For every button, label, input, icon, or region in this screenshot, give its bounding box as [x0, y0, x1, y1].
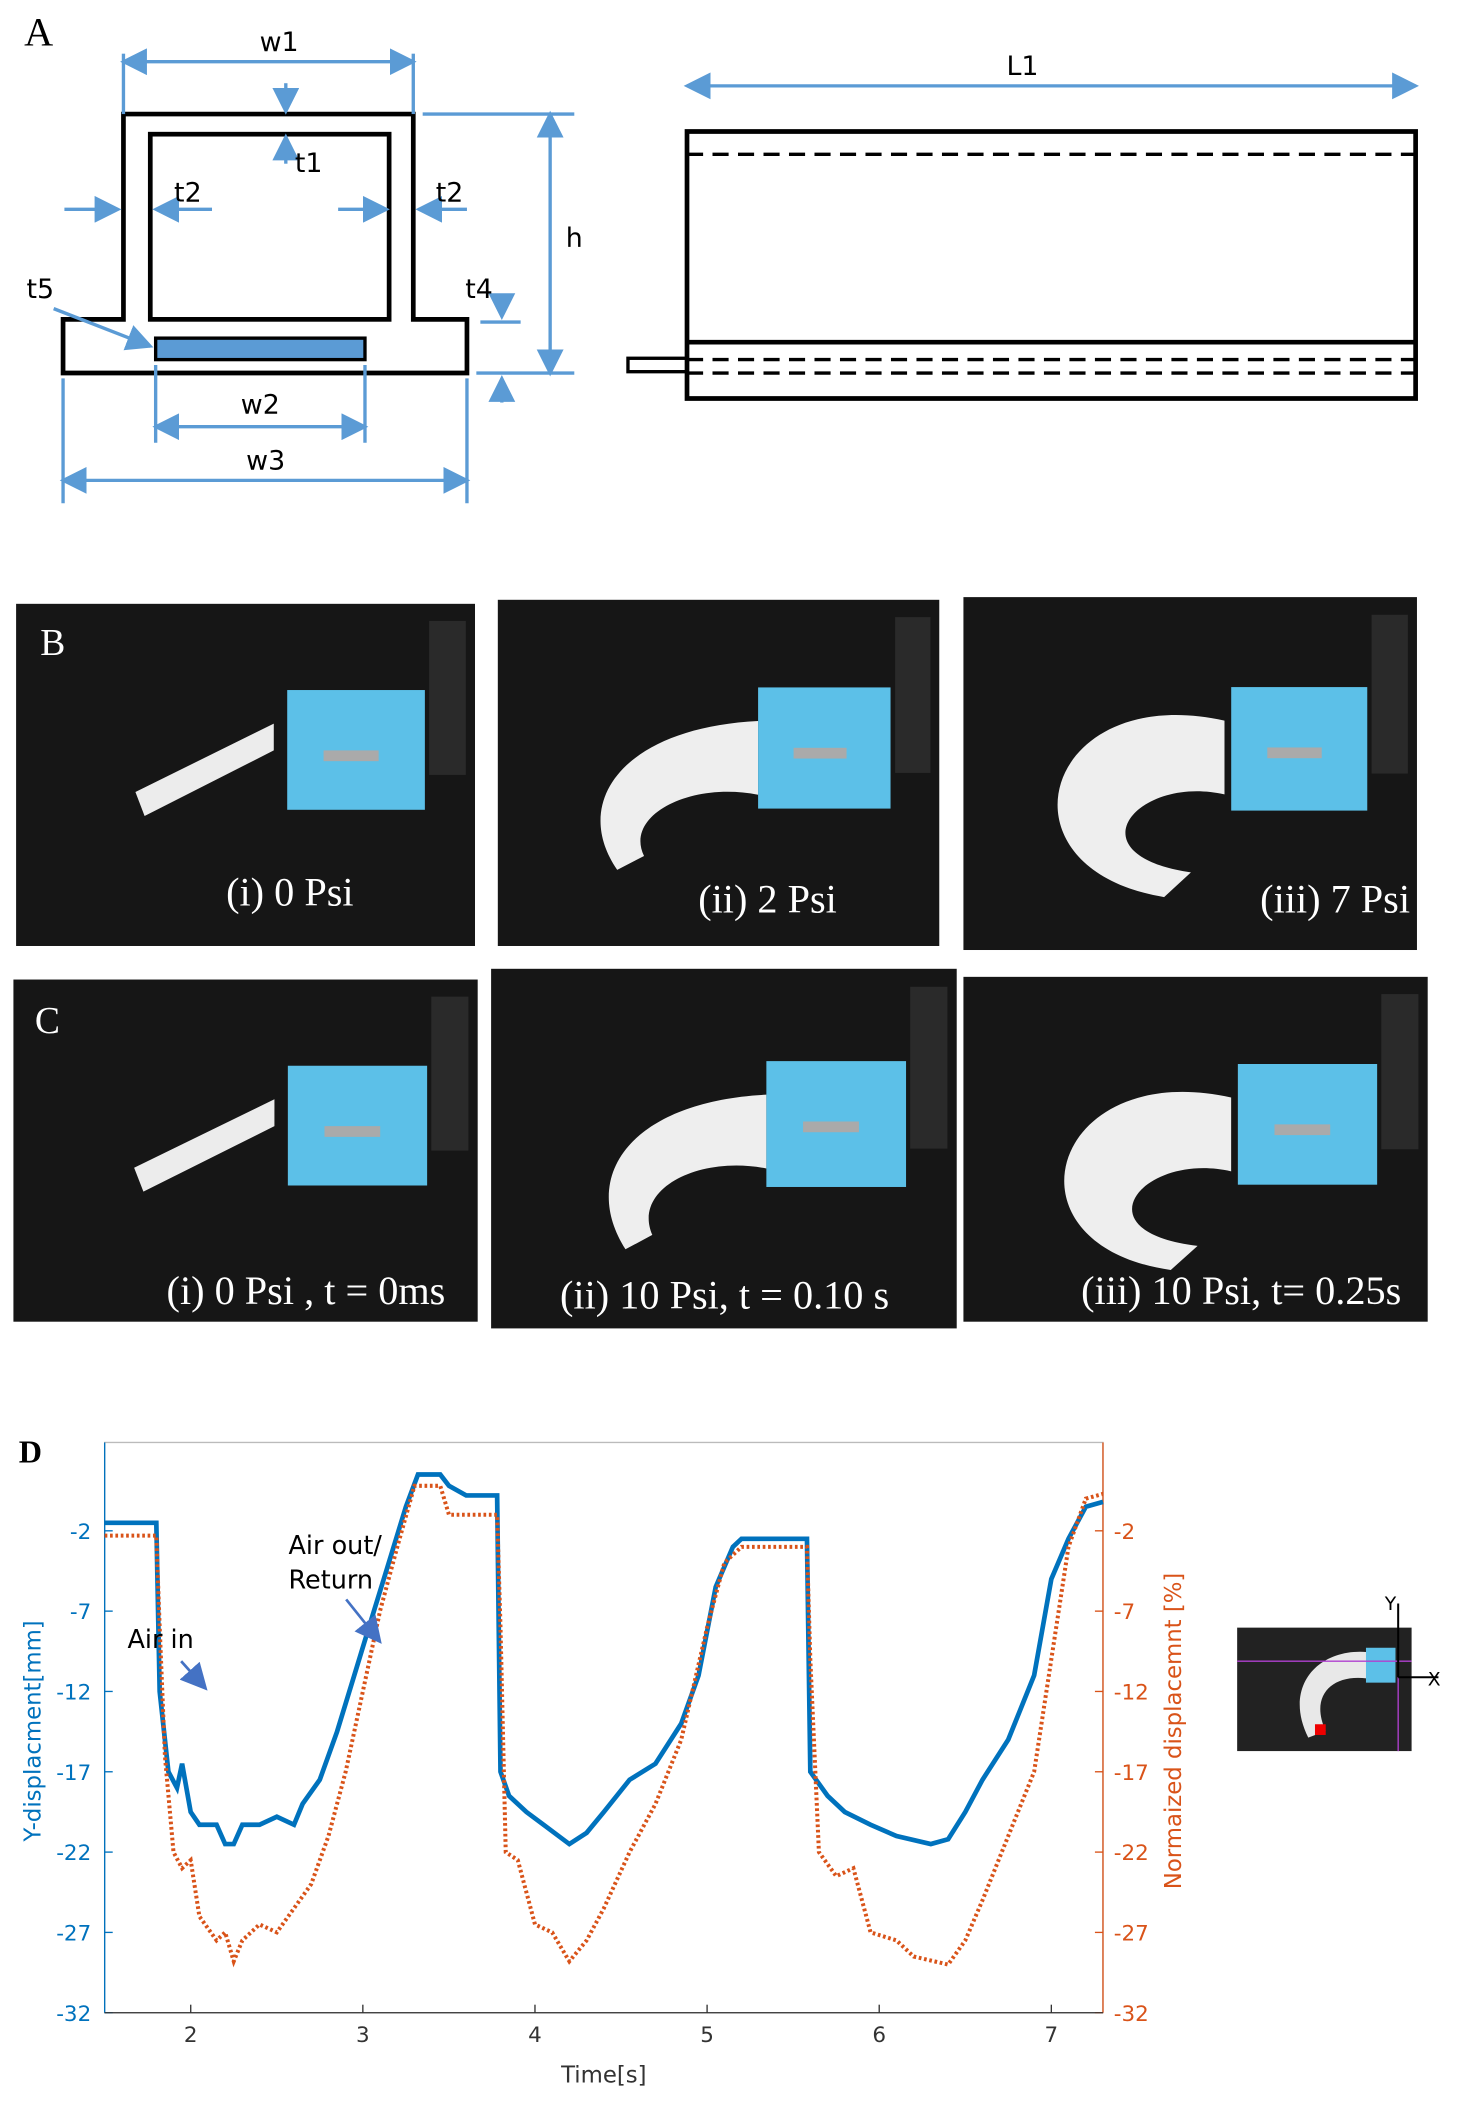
- x-tick-label: 5: [700, 2023, 714, 2048]
- y-tick-label: -27: [56, 1921, 91, 1946]
- x-tick-label: 6: [872, 2023, 886, 2048]
- y-tick-label: -32: [56, 2002, 91, 2027]
- dim-label: t5: [26, 274, 54, 305]
- mount: [429, 620, 466, 775]
- caption: (i) 0 Psi , t = 0ms: [167, 1268, 446, 1313]
- clamp-bolt: [803, 1121, 859, 1133]
- clamp: [287, 1065, 428, 1186]
- y-tick-label: -7: [70, 1600, 91, 1625]
- dimension-lines: [53, 48, 1419, 504]
- mount: [1381, 994, 1419, 1150]
- y2-tick-label: -2: [1114, 1520, 1135, 1545]
- actuator: [134, 1099, 275, 1192]
- actuator: [600, 720, 759, 870]
- panel-label: A: [24, 10, 53, 55]
- series-line: [104, 1483, 1104, 1968]
- dim-label: w1: [260, 27, 299, 58]
- series-line: [104, 1472, 1104, 1847]
- caption: (i) 0 Psi: [226, 870, 353, 915]
- side-view: [626, 129, 1423, 401]
- inset: [1237, 1603, 1439, 1752]
- clamp-bolt: [324, 1126, 381, 1137]
- actuator: [608, 1094, 767, 1250]
- plot: 2 3 4 5 6 7 -2 -7 -12 -17 -22 -27 -32 -2 -7 -12 -17 -22 -2…: [56, 1442, 1149, 2048]
- annotation-arrow: [179, 1660, 208, 1691]
- mount: [910, 986, 948, 1149]
- inset-axis-label: Y: [1384, 1594, 1397, 1615]
- dim-label: w2: [241, 389, 280, 420]
- mount: [431, 996, 469, 1151]
- y2-tick-label: -7: [1114, 1600, 1135, 1625]
- x-tick-label: 7: [1045, 2023, 1059, 2048]
- inset-axis-label: X: [1428, 1669, 1441, 1690]
- clamp-bolt: [323, 750, 379, 762]
- y-axis-label: Y-displacment[mm]: [20, 1620, 46, 1842]
- panel-label: B: [40, 623, 65, 664]
- annotation-arrow: [345, 1598, 382, 1644]
- dim-label: h: [566, 223, 583, 254]
- actuator: [135, 723, 274, 816]
- clamp-bolt: [1267, 747, 1322, 759]
- x-tick-label: 3: [356, 2023, 370, 2048]
- y2-axis-label: Normaized displacemnt [%]: [1161, 1573, 1187, 1890]
- x-axis-label: Time[s]: [560, 2063, 646, 2089]
- y2-tick-label: -22: [1114, 1841, 1149, 1866]
- y-tick-label: -12: [56, 1681, 91, 1706]
- dim-label: t1: [295, 148, 323, 179]
- plot-frame: [103, 1441, 1104, 2014]
- dim-label: t2: [436, 177, 464, 208]
- annotation: Air in: [127, 1625, 193, 1655]
- dim-label: t4: [465, 274, 493, 305]
- y-tick-label: -22: [56, 1841, 91, 1866]
- layer: [153, 336, 367, 362]
- caption: (iii) 7 Psi: [1260, 876, 1410, 921]
- annotation: Return: [288, 1566, 373, 1596]
- clamp: [1237, 1064, 1378, 1185]
- y-tick-label: -17: [56, 1761, 91, 1786]
- cross-section: [60, 111, 470, 376]
- dim-label: t2: [174, 177, 202, 208]
- caption: (ii) 10 Psi, t = 0.10 s: [560, 1272, 889, 1317]
- annotation: Air out/: [288, 1531, 382, 1561]
- caption: (ii) 2 Psi: [698, 876, 837, 921]
- actuator: [1057, 715, 1225, 898]
- y2-tick-label: -32: [1114, 2002, 1149, 2027]
- x-tick-label: 4: [528, 2023, 542, 2048]
- y2-tick-label: -17: [1114, 1761, 1149, 1786]
- y2-tick-label: -12: [1114, 1681, 1149, 1706]
- clamp-bolt: [793, 747, 847, 759]
- chamber: [147, 131, 392, 322]
- panel-label: D: [19, 1434, 42, 1470]
- mount: [1371, 614, 1408, 774]
- dim-label: w3: [246, 446, 285, 477]
- clamp-bolt: [1274, 1124, 1331, 1136]
- x-tick-label: 2: [184, 2023, 198, 2048]
- photo-panels: [13, 597, 1428, 1329]
- y-tick-label: -2: [70, 1520, 91, 1545]
- panel-label: C: [35, 1001, 60, 1042]
- caption: (iii) 10 Psi, t= 0.25s: [1081, 1268, 1401, 1313]
- dim-label: L1: [1006, 51, 1038, 82]
- actuator: [1064, 1091, 1232, 1270]
- y2-tick-label: -27: [1114, 1921, 1149, 1946]
- clamp: [287, 690, 425, 810]
- mount: [895, 617, 931, 773]
